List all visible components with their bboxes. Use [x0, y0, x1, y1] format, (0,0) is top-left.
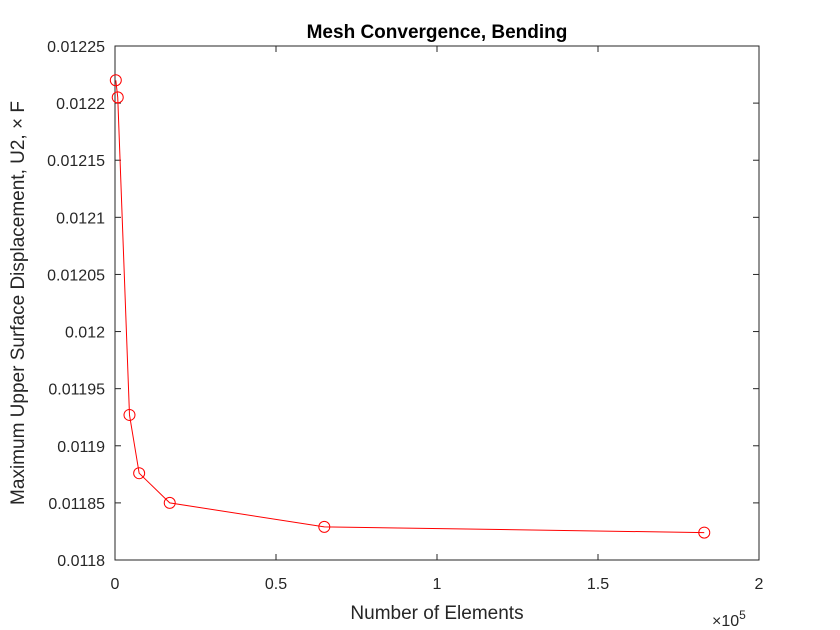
x-tick-label: 1.5 [587, 576, 609, 593]
y-tick-label: 0.0121 [56, 210, 105, 227]
y-tick-label: 0.0122 [56, 96, 105, 113]
y-tick-label: 0.01225 [47, 39, 105, 56]
x-tick-label: 0 [111, 576, 120, 593]
data-point-marker [318, 520, 331, 533]
y-tick-label: 0.01195 [48, 382, 105, 399]
data-point-marker [133, 467, 146, 480]
data-point-marker [698, 526, 711, 539]
x-tick-label: 1 [433, 576, 442, 593]
y-tick-label: 0.01215 [47, 153, 105, 170]
y-axis-label: Maximum Upper Surface Displacement, U2, … [8, 101, 29, 505]
x-tick-label: 0.5 [265, 576, 287, 593]
x-tick-label: 2 [755, 576, 764, 593]
x-axis-multiplier: ×105 [712, 608, 746, 630]
data-point-marker [163, 496, 176, 509]
y-tick-label: 0.012 [65, 325, 105, 342]
x-axis-multiplier-exponent: 5 [739, 608, 746, 622]
y-tick-label: 0.0119 [57, 439, 105, 456]
y-tick-label: 0.01185 [48, 496, 105, 513]
series-line [115, 80, 705, 534]
x-axis-multiplier-base: ×10 [712, 613, 739, 630]
chart-title: Mesh Convergence, Bending [307, 22, 568, 43]
y-tick-label: 0.01205 [47, 267, 105, 284]
data-point-marker [109, 74, 122, 87]
plot-area [114, 45, 760, 561]
x-axis-label: Number of Elements [350, 603, 523, 624]
data-point-marker [111, 91, 124, 104]
data-point-marker [123, 408, 136, 421]
y-tick-label: 0.0118 [57, 553, 105, 570]
